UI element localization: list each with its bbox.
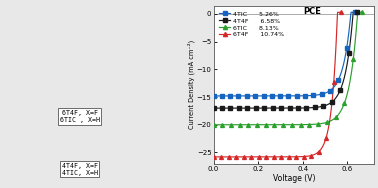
Text: 6T4F, X=F
6TIC , X=H: 6T4F, X=F 6TIC , X=H: [60, 110, 100, 123]
Text: 4T4F, X=F
4TIC, X=H: 4T4F, X=F 4TIC, X=H: [62, 163, 98, 176]
X-axis label: Voltage (V): Voltage (V): [273, 174, 315, 183]
Text: PCE: PCE: [304, 7, 321, 16]
Y-axis label: Current Density (mA cm⁻²): Current Density (mA cm⁻²): [188, 40, 195, 129]
Legend: 4TIC      5.26%, 4T4F      6.58%, 6TIC      8.13%, 6T4F      10.74%: 4TIC 5.26%, 4T4F 6.58%, 6TIC 8.13%, 6T4F…: [217, 9, 287, 40]
